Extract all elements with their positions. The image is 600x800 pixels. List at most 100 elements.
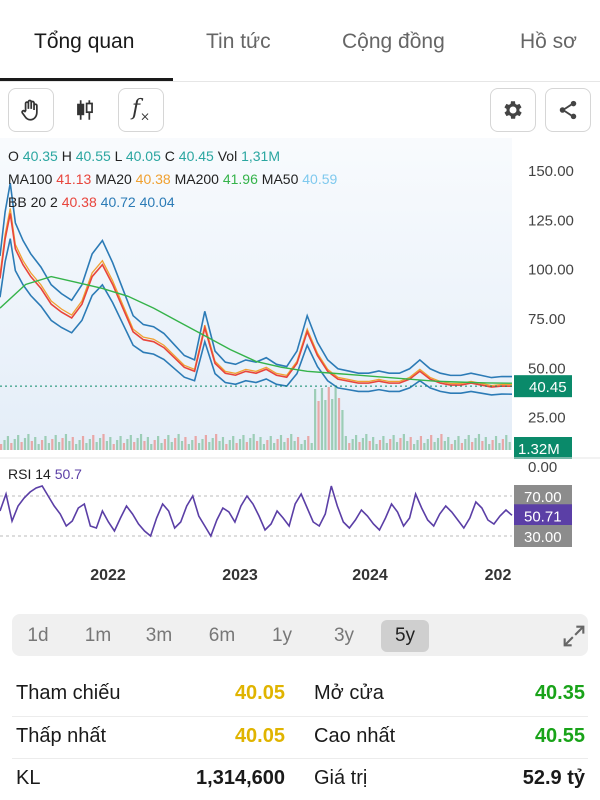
- volume-bar: [382, 436, 385, 450]
- legend-ma20-label: MA20: [95, 171, 132, 187]
- volume-bar: [208, 442, 211, 450]
- volume-bar: [143, 441, 146, 450]
- volume-bar: [174, 438, 177, 450]
- legend-ma50-value: 40.59: [302, 171, 338, 187]
- price-axis-tick: 125.00: [528, 212, 574, 229]
- bb-lower-line: [0, 238, 513, 396]
- volume-bar: [402, 434, 405, 450]
- volume-bar: [375, 444, 378, 450]
- volume-bar: [54, 435, 57, 450]
- volume-bar: [133, 442, 136, 450]
- range-1d[interactable]: 1d: [27, 625, 49, 646]
- volume-bar: [191, 440, 194, 450]
- rsi-axis-tag: [514, 485, 572, 507]
- x-axis-tick: 202: [485, 567, 512, 584]
- volume-bar: [109, 437, 112, 450]
- volume-bar: [51, 439, 54, 450]
- expand-icon[interactable]: [560, 622, 588, 650]
- volume-bar: [433, 442, 436, 450]
- volume-bar: [10, 443, 13, 450]
- tab-cong-dong[interactable]: Cộng đồng: [342, 30, 445, 53]
- volume-bar: [17, 435, 20, 450]
- share-button[interactable]: [545, 88, 591, 132]
- ma200-line: [0, 275, 513, 384]
- rsi-axis-label: 30.00: [524, 529, 562, 546]
- x-axis-tick: 2022: [90, 567, 126, 584]
- price-axis-tick: 100.00: [528, 262, 574, 279]
- volume-bar: [180, 441, 184, 450]
- volume-bar: [477, 434, 481, 450]
- stats-divider: [12, 716, 588, 717]
- volume-bar: [0, 444, 3, 450]
- legend-bb-upper: 40.72: [100, 194, 136, 210]
- volume-bar: [256, 441, 259, 450]
- tab-ho-so[interactable]: Hồ sơ: [520, 30, 577, 53]
- volume-bar: [211, 438, 214, 450]
- range-selector: 1d 1m 3m 6m 1y 3y 5y: [12, 614, 588, 656]
- price-axis-tick: 0.00: [528, 459, 557, 476]
- range-1m[interactable]: 1m: [84, 625, 112, 646]
- legend-bb-middle: 40.38: [61, 194, 97, 210]
- range-6m[interactable]: 6m: [208, 625, 236, 646]
- rsi-axis-tag: [514, 525, 572, 547]
- settings-button[interactable]: [490, 88, 536, 132]
- range-1y[interactable]: 1y: [271, 625, 293, 646]
- volume-bar: [505, 435, 508, 450]
- volume-bar: [150, 444, 153, 450]
- hand-icon: [21, 99, 38, 121]
- rsi-legend: RSI 14 50.7: [8, 466, 82, 482]
- volume-bar: [416, 440, 419, 450]
- legend-bb-lower: 40.04: [139, 194, 175, 210]
- stats-divider: [12, 758, 588, 759]
- volume-bar: [498, 443, 501, 450]
- volume-bar: [450, 444, 453, 450]
- stat-kl-value: 1,314,600: [196, 767, 285, 789]
- volume-bar: [269, 436, 272, 450]
- legend-volume-label: Vol: [217, 148, 238, 164]
- range-3m[interactable]: 3m: [145, 625, 173, 646]
- volume-bar: [116, 440, 119, 450]
- volume-bar: [235, 443, 238, 450]
- tab-tong-quan[interactable]: Tổng quan: [34, 30, 135, 53]
- volume-bar: [481, 441, 484, 450]
- volume-bar: [395, 442, 399, 450]
- stat-kl-label: KL: [16, 767, 41, 789]
- volume-bar: [34, 437, 37, 450]
- range-5y[interactable]: 5y: [381, 620, 429, 652]
- legend-low-value: 40.05: [125, 148, 161, 164]
- stat-thap-nhat-value: 40.05: [234, 725, 285, 747]
- tab-tin-tuc[interactable]: Tin tức: [206, 30, 271, 53]
- volume-bar: [249, 438, 252, 450]
- volume-bar: [327, 387, 330, 450]
- volume-bar: [307, 436, 310, 450]
- volume-bar: [102, 434, 105, 450]
- indicator-button[interactable]: f×: [118, 88, 164, 132]
- volume-bar: [303, 440, 306, 450]
- volume-bar: [457, 436, 460, 450]
- volume-bar: [413, 444, 416, 450]
- volume-bar: [204, 435, 207, 450]
- price-chart[interactable]: 150.00 125.00 100.00 75.00 50.00 25.00 0.00 40.…: [0, 138, 600, 600]
- candlestick-button[interactable]: [62, 88, 108, 132]
- hand-tool-button[interactable]: [8, 88, 54, 132]
- volume-bar: [464, 439, 467, 450]
- range-3y[interactable]: 3y: [333, 625, 355, 646]
- volume-bar: [238, 439, 242, 450]
- price-axis-tick: 25.00: [528, 410, 566, 427]
- stat-thap-nhat-label: Thấp nhất: [16, 725, 107, 747]
- volume-bar: [501, 439, 504, 450]
- volume-bar: [460, 443, 463, 450]
- volume-bar: [95, 442, 98, 450]
- legend-ma200-label: MA200: [174, 171, 219, 187]
- volume-bar: [136, 438, 139, 450]
- price-line: [0, 213, 513, 388]
- volume-bar: [334, 386, 337, 450]
- legend-rsi-label: RSI 14: [8, 466, 51, 482]
- price-chart-svg[interactable]: 150.00 125.00 100.00 75.00 50.00 25.00 0.00 40.…: [0, 138, 600, 600]
- volume-bar: [467, 435, 470, 450]
- volume-bar: [40, 440, 44, 450]
- volume-bar: [426, 439, 429, 450]
- rsi-axis-label: 50.71: [524, 508, 562, 525]
- legend-close-value: 40.45: [178, 148, 214, 164]
- volume-bar: [273, 443, 276, 450]
